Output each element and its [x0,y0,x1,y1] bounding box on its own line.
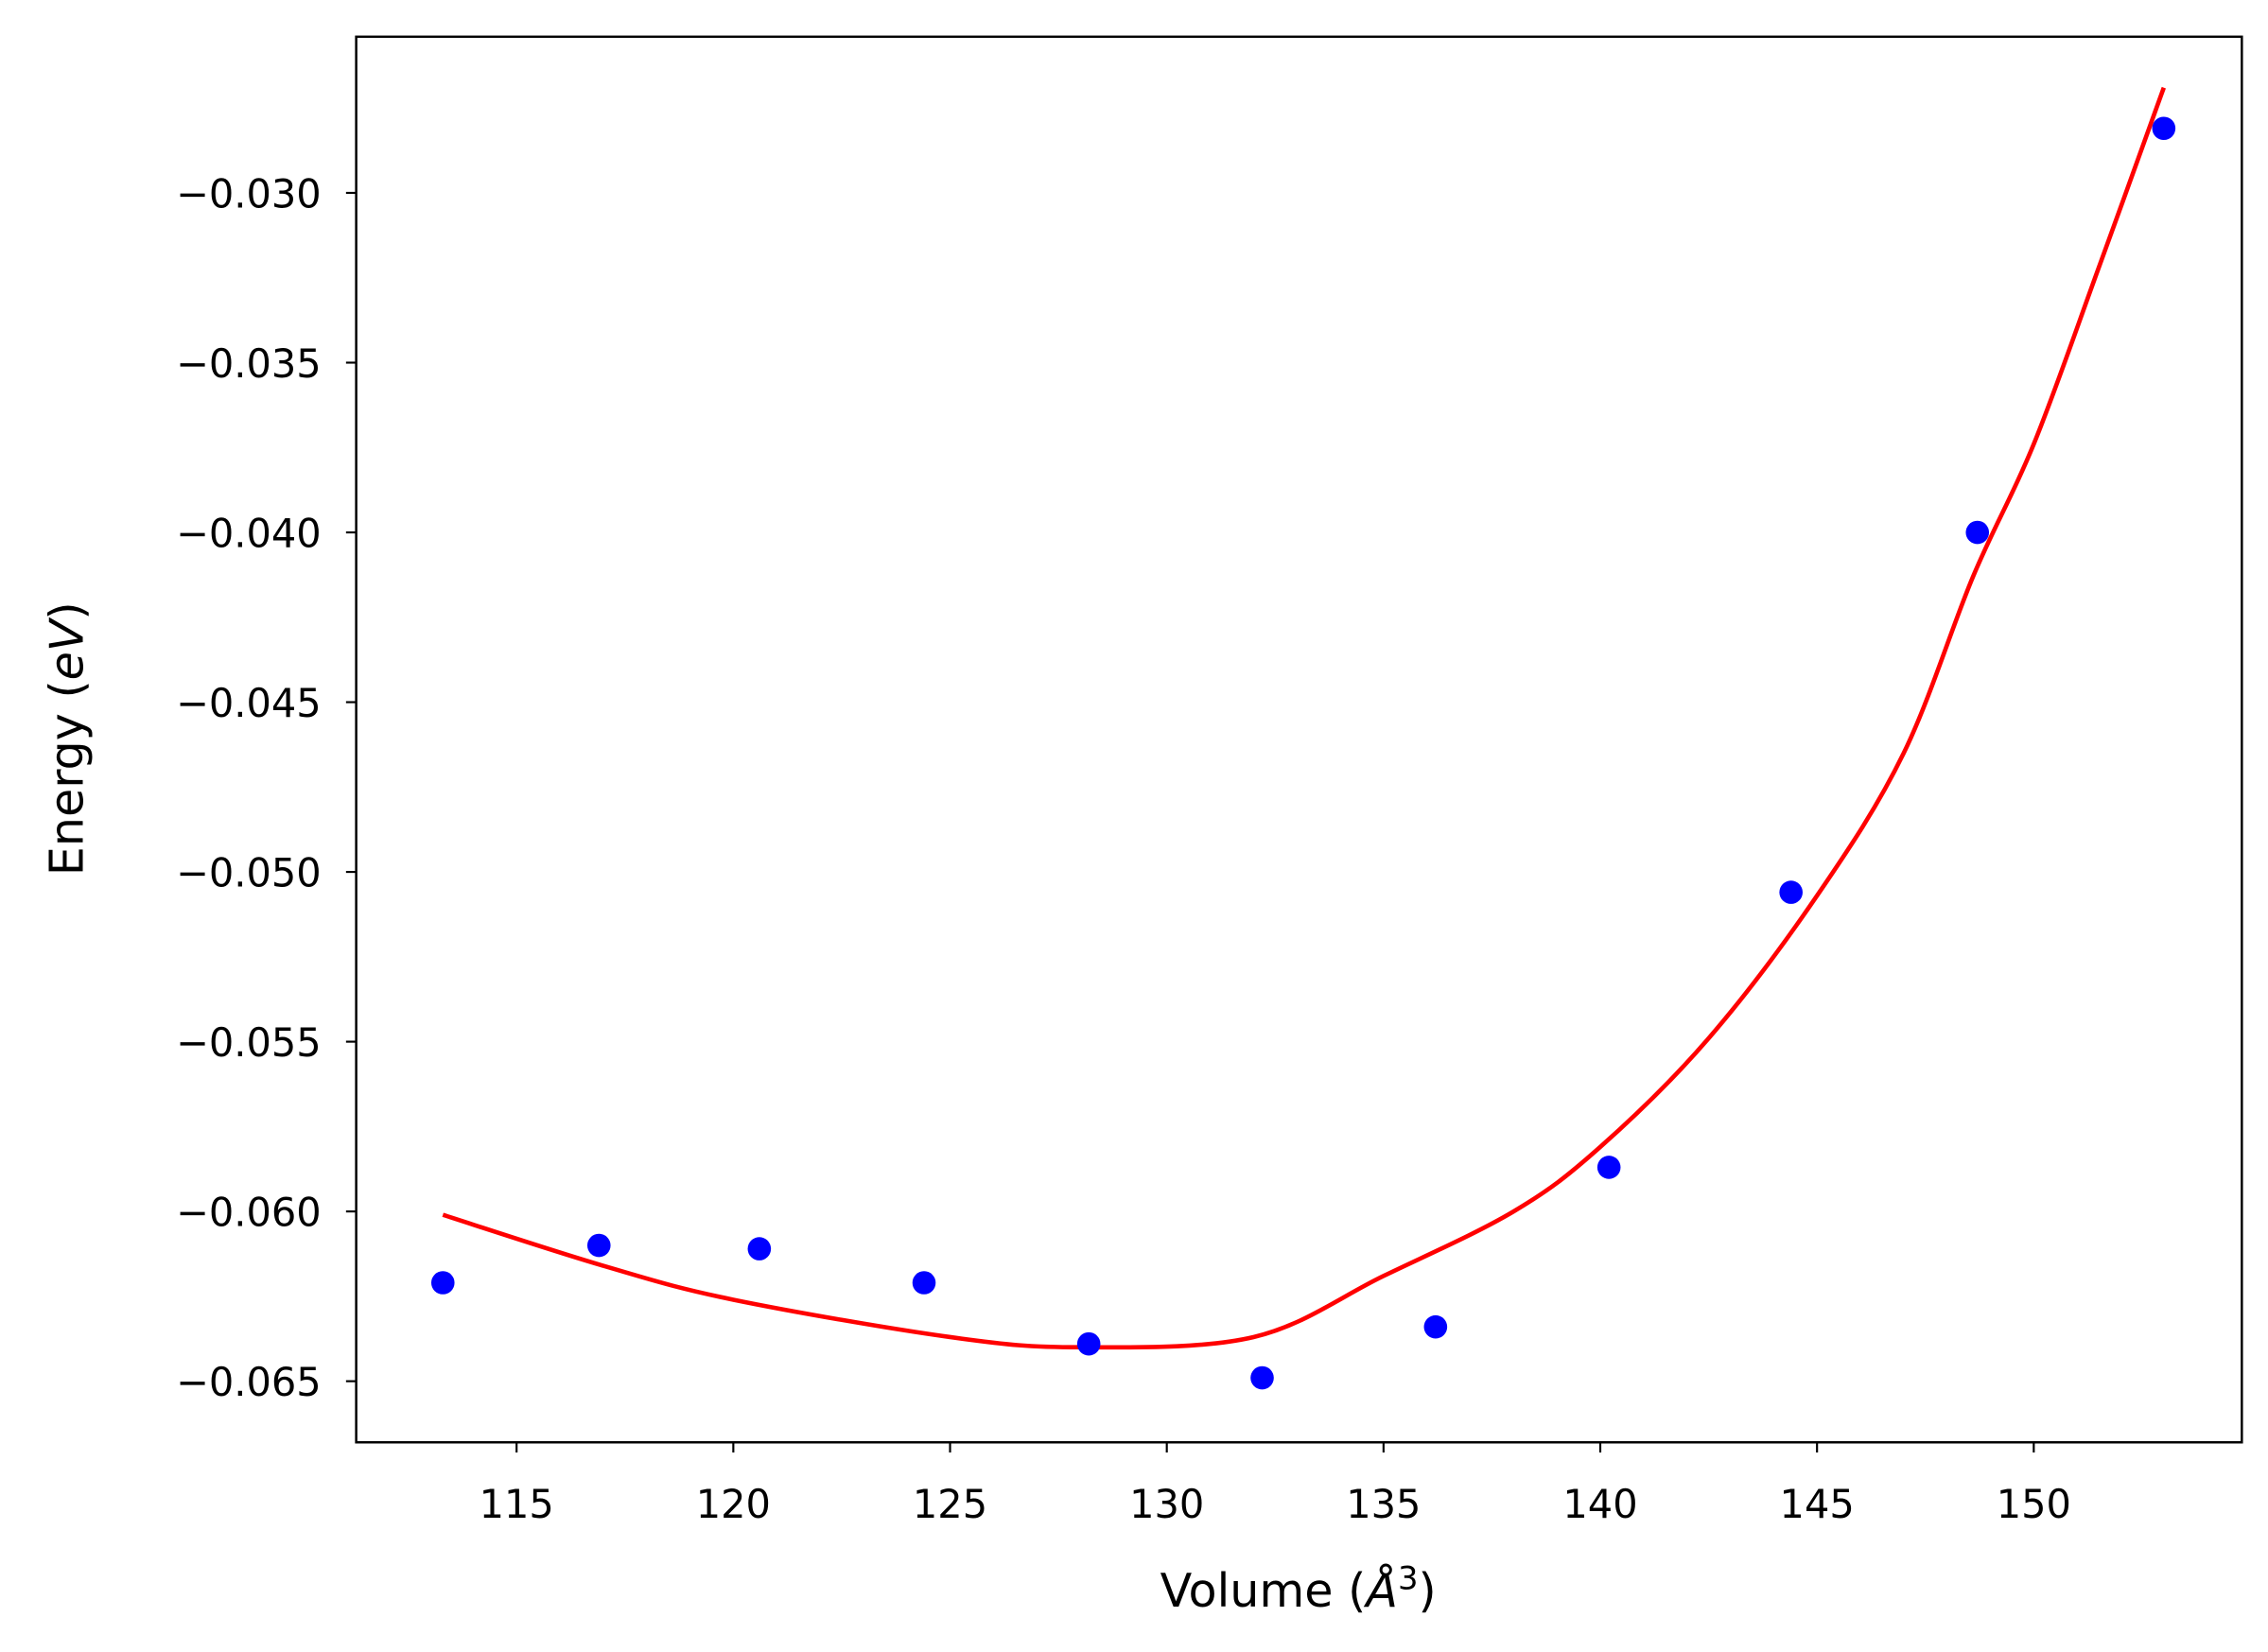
x-tick-label: 135 [1346,1481,1421,1527]
data-point [1423,1314,1448,1339]
plot-background [356,36,2242,1443]
y-tick-label: −0.035 [176,340,322,387]
y-tick-label: −0.065 [176,1359,322,1405]
y-tick-label: −0.055 [176,1019,322,1066]
data-point [586,1233,611,1258]
data-point [912,1271,936,1295]
y-tick-label: −0.045 [176,680,322,726]
y-tick-label: −0.050 [176,849,322,896]
x-tick-label: 125 [913,1481,987,1527]
x-tick-label: 140 [1562,1481,1637,1527]
y-tick-label: −0.040 [176,510,322,556]
x-tick-label: 130 [1129,1481,1204,1527]
x-tick-label: 115 [480,1481,554,1527]
x-axis-label: Volume (Å3) [1160,1560,1437,1618]
x-tick-label: 150 [1997,1481,2071,1527]
y-tick-label: −0.030 [176,170,322,217]
data-point [1965,520,1990,545]
data-point [2152,116,2176,141]
axes-frame [355,35,2243,1444]
data-point [1076,1331,1101,1356]
data-point [430,1271,455,1295]
y-tick-label: −0.060 [176,1189,322,1235]
data-point [1779,880,1803,904]
data-point [1596,1156,1621,1179]
data-point [1250,1365,1274,1390]
x-tick-label: 120 [696,1481,771,1527]
data-point [747,1237,772,1261]
fit-curve [442,86,2166,1350]
y-axis-label: Energy (eV) [40,601,95,876]
x-tick-label: 145 [1780,1481,1855,1527]
